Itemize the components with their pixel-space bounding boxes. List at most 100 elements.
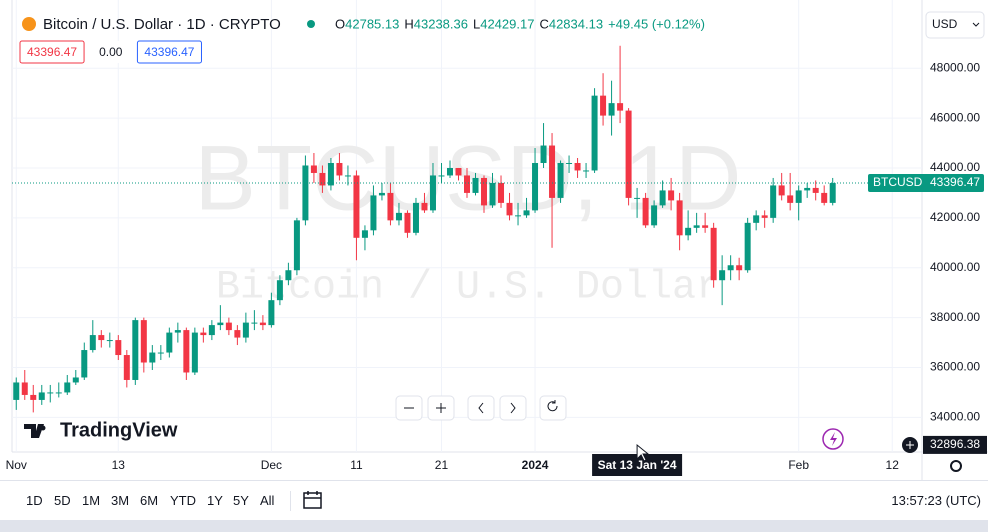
range-button[interactable]: 6M <box>140 493 159 508</box>
candle-body <box>659 190 666 206</box>
brand[interactable]: TradingView <box>60 419 178 441</box>
x-tick-label: 12 <box>886 458 900 472</box>
logo-icon <box>24 424 44 438</box>
symbol-icon <box>22 17 36 31</box>
range-button[interactable]: All <box>260 493 275 508</box>
currency-caret <box>972 22 980 27</box>
y-tick-label: 44000.00 <box>930 160 980 174</box>
candle-body <box>532 162 539 211</box>
zoom-in-icon <box>436 403 446 413</box>
indicator-box <box>92 41 130 63</box>
candle-body <box>404 212 411 233</box>
clock[interactable]: 13:57:23 (UTC) <box>891 493 981 508</box>
crosshair-y-box <box>923 435 987 454</box>
range-button[interactable]: 5D <box>54 493 71 508</box>
range-button[interactable]: 1M <box>82 493 101 508</box>
candle-body <box>472 177 479 193</box>
candle-body <box>276 280 283 301</box>
candle-body <box>736 265 743 271</box>
candle-body <box>353 175 360 238</box>
candle-body <box>651 205 658 226</box>
candle-body <box>710 227 717 281</box>
separator <box>290 491 291 511</box>
scroll-right-icon <box>510 402 516 414</box>
candle-body <box>625 110 632 198</box>
ohlc-value: 43238.36 <box>414 16 468 31</box>
ohlc-key: C <box>539 16 548 31</box>
range-button[interactable]: 5Y <box>233 493 249 508</box>
indicator-box <box>136 40 202 64</box>
candle-body <box>310 165 317 173</box>
ohlc-value: 42785.13 <box>345 16 399 31</box>
candle-body <box>744 222 751 271</box>
x-tick-label: 13 <box>112 458 126 472</box>
y-tick-label: 46000.00 <box>930 110 980 124</box>
candle-body <box>89 335 96 351</box>
market-status[interactable] <box>307 20 315 28</box>
candle-body <box>489 182 496 206</box>
candle-body <box>81 350 88 378</box>
range-button[interactable]: 1D <box>26 493 43 508</box>
candle-body <box>200 332 207 336</box>
x-tick-label: 2024 <box>522 458 549 472</box>
candle-body <box>591 95 598 171</box>
alert-icon[interactable] <box>822 428 844 450</box>
reset[interactable] <box>539 395 567 421</box>
ohlc-value: 42429.17 <box>480 16 534 31</box>
candle-body <box>421 202 428 211</box>
candle-body <box>761 215 768 218</box>
candle-body <box>523 210 530 216</box>
range-button[interactable]: 3M <box>111 493 130 508</box>
candle-body <box>361 230 368 238</box>
range-button[interactable]: 1Y <box>207 493 223 508</box>
candle-body <box>47 392 54 394</box>
candle-body <box>72 377 79 383</box>
candle-body <box>225 322 232 331</box>
candle-body <box>795 190 802 203</box>
candle-body <box>557 162 564 198</box>
indicator-value: 43396.47 <box>144 45 194 59</box>
candle-body <box>668 190 675 201</box>
settings-icon[interactable] <box>950 460 962 472</box>
scroll-left[interactable] <box>467 395 495 421</box>
candle-body <box>395 212 402 221</box>
range-button[interactable]: YTD <box>170 493 196 508</box>
candle-body <box>208 325 215 336</box>
x-tick-label: 21 <box>435 458 449 472</box>
candle-body <box>106 340 113 342</box>
candle-body <box>617 103 624 111</box>
scroll-right[interactable] <box>499 395 527 421</box>
calendar-body <box>303 492 322 509</box>
candle-body <box>378 192 385 196</box>
candle-body <box>166 332 173 353</box>
candle-body <box>812 187 819 193</box>
candle-body <box>174 330 181 333</box>
symbol-title[interactable]: Bitcoin / U.S. Dollar · 1D · CRYPTO <box>43 16 281 33</box>
candle-body <box>455 167 462 176</box>
chart: BTCUSD, 1D Bitcoin / U.S. Dollar Bitcoin… <box>5 0 988 480</box>
currency-button[interactable] <box>925 11 985 39</box>
candle-body <box>336 162 343 176</box>
currency[interactable]: USD <box>932 17 958 31</box>
alert-bolt <box>830 432 837 446</box>
candle-body <box>540 145 547 163</box>
candle-body <box>583 170 590 172</box>
candle-body <box>498 182 505 203</box>
candle-body <box>13 382 20 400</box>
indicator-box <box>19 40 85 64</box>
candle-body <box>251 322 258 324</box>
candle-body <box>293 220 300 271</box>
ohlc-value: 42834.13 <box>549 16 603 31</box>
last-price-label: 43396.47 <box>930 175 980 189</box>
calendar-lines <box>304 491 321 499</box>
calendar-icon[interactable] <box>302 489 324 511</box>
candle-body <box>702 225 709 228</box>
candle-body <box>778 185 785 196</box>
candle-body <box>829 183 836 203</box>
scroll-left-icon <box>478 402 484 414</box>
indicator-value: 0.00 <box>99 45 123 59</box>
candle-body <box>38 392 45 400</box>
ohlc-key: H <box>404 16 413 31</box>
add-icon <box>906 441 914 449</box>
candle-body <box>140 320 147 363</box>
